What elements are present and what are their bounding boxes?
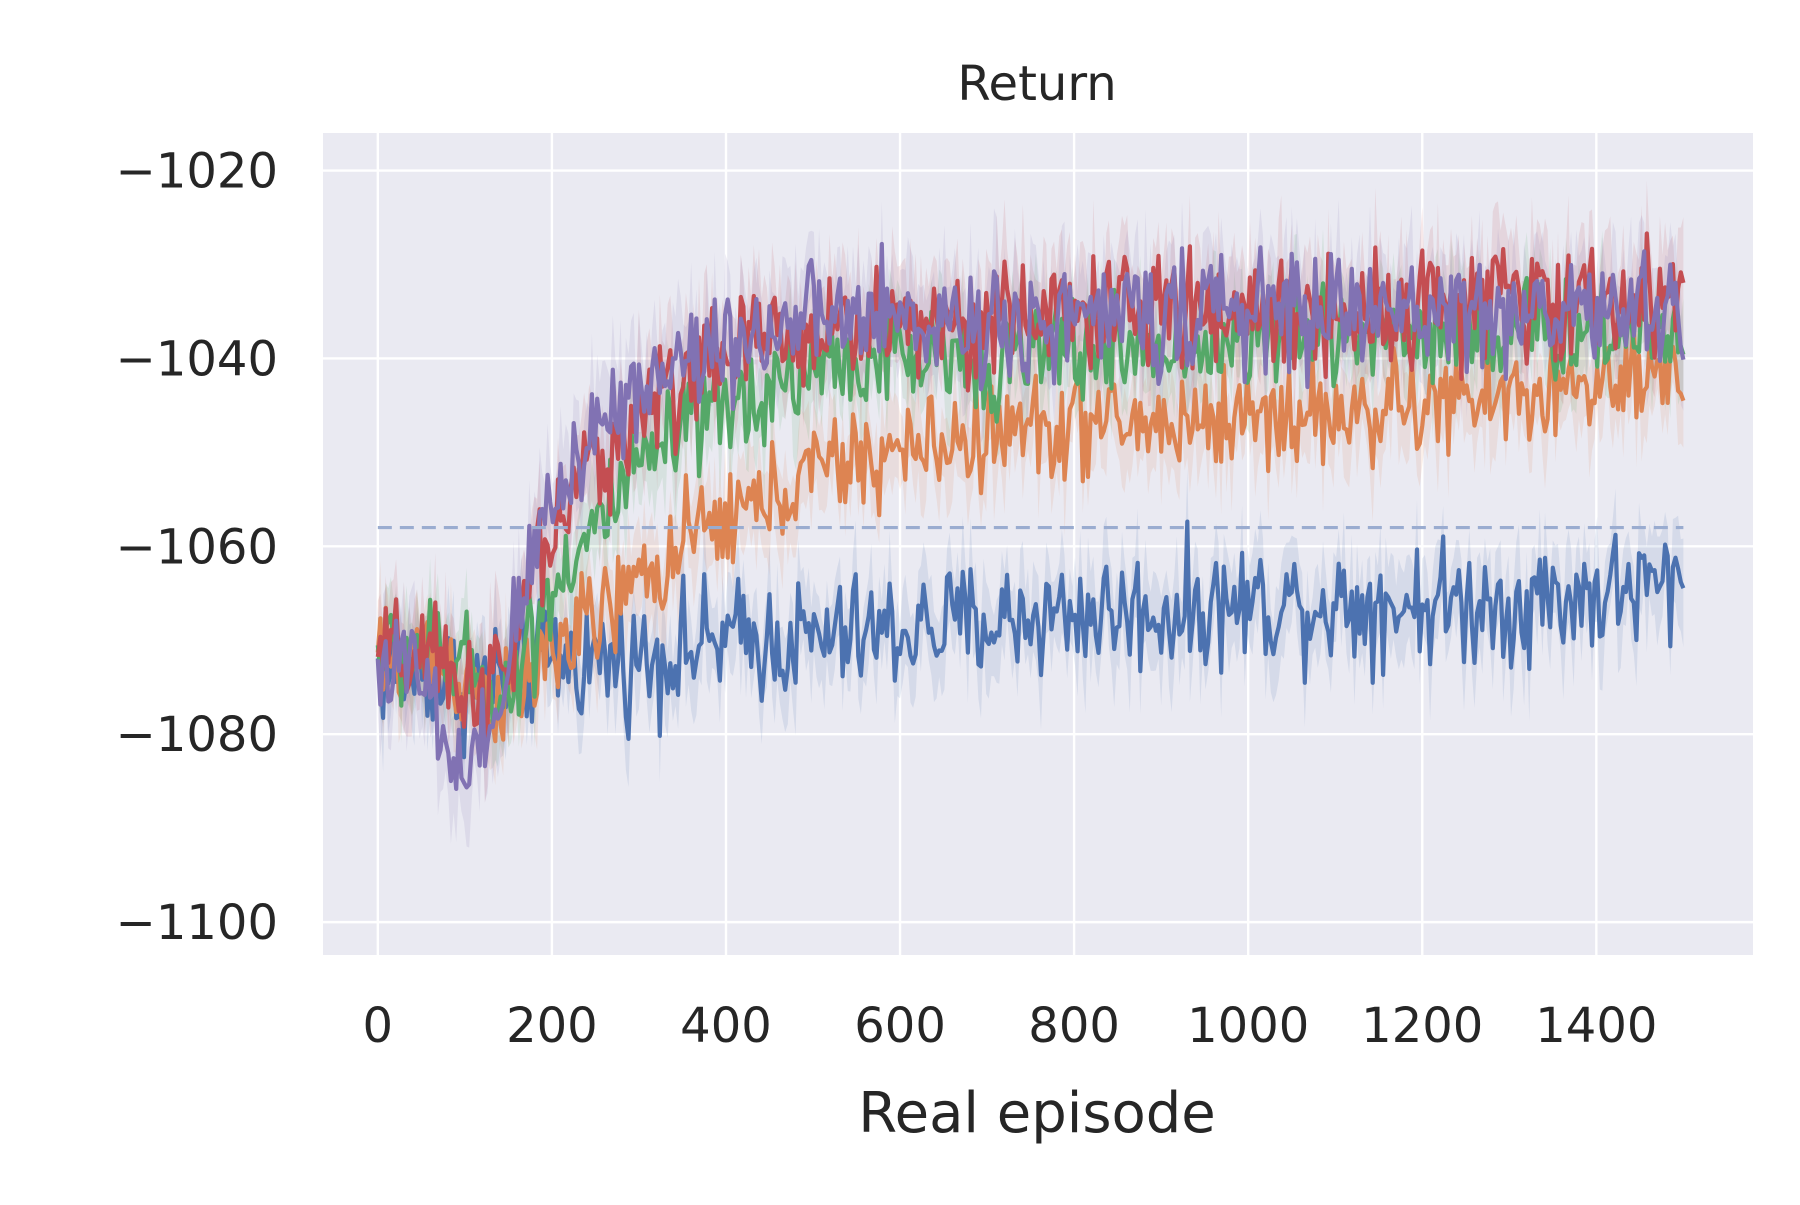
series-2-line	[375, 320, 1686, 744]
series-5-line	[375, 241, 1686, 791]
plot-background	[323, 133, 1753, 955]
x-tick-labels: 0 200 400 600 800 1000 1200 1400	[363, 998, 1658, 1054]
x-axis-label: Real episode	[858, 1081, 1216, 1146]
x-tick-label: 600	[854, 998, 946, 1054]
x-tick-label: 400	[680, 998, 772, 1054]
chart-title: Return	[957, 56, 1116, 112]
y-tick-label: −1040	[116, 331, 278, 387]
x-tick-label: 800	[1028, 998, 1120, 1054]
y-tick-label: −1060	[116, 519, 278, 575]
y-tick-label: −1020	[116, 144, 278, 200]
y-tick-label: −1080	[116, 707, 278, 763]
x-tick-label: 1400	[1535, 998, 1657, 1054]
x-tick-label: 1200	[1361, 998, 1483, 1054]
x-tick-label: 0	[363, 998, 394, 1054]
y-tick-labels: −1020 −1040 −1060 −1080 −1100	[116, 144, 278, 952]
series-lines	[375, 231, 1686, 791]
x-tick-label: 200	[506, 998, 598, 1054]
x-tick-label: 1000	[1187, 998, 1309, 1054]
y-tick-label: −1100	[116, 895, 278, 951]
